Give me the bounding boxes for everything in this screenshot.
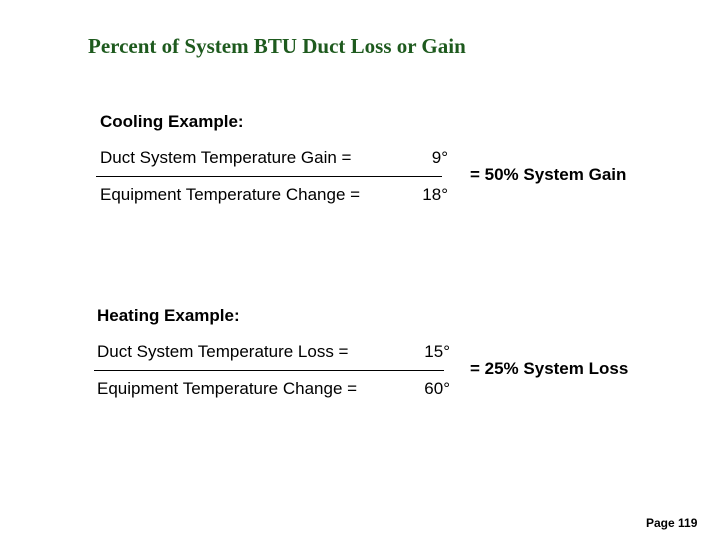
result: = 25% System Loss [470, 359, 629, 378]
example-label: Cooling Example: [100, 112, 244, 131]
example-label: Heating Example: [97, 306, 240, 325]
fraction-rule [96, 176, 442, 177]
numerator-text: Duct System Temperature Gain = [100, 148, 352, 167]
denominator-text: Equipment Temperature Change = [100, 185, 361, 204]
title: Percent of System BTU Duct Loss or Gain [88, 34, 466, 58]
numerator-value: 9° [431, 148, 448, 167]
numerator-text: Duct System Temperature Loss = [97, 342, 349, 361]
numerator-value: 15° [424, 342, 450, 361]
denominator-text: Equipment Temperature Change = [97, 379, 358, 398]
page-number: Page 119 [646, 516, 698, 530]
result: = 50% System Gain [470, 165, 627, 184]
fraction-rule [94, 370, 444, 371]
denominator-value: 60° [424, 379, 450, 398]
denominator-value: 18° [422, 185, 448, 204]
